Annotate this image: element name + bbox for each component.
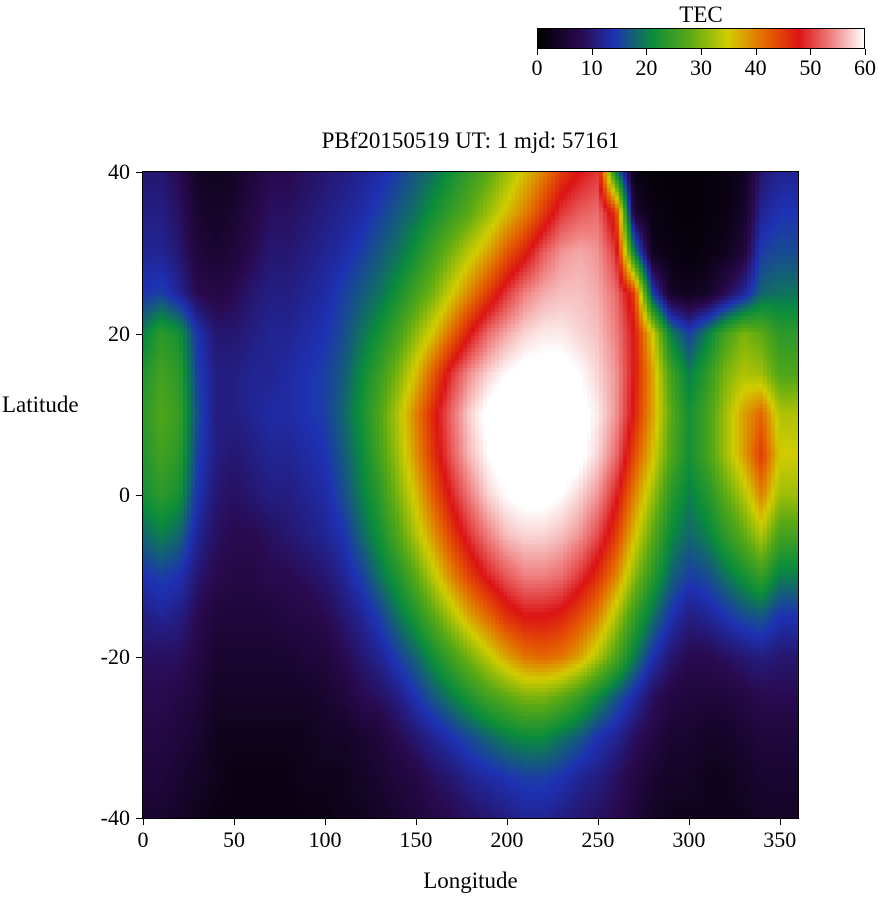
- colorbar-tick-label: 30: [690, 55, 712, 80]
- colorbar-tick-mark: [755, 49, 757, 55]
- y-tick-label: 20: [108, 320, 130, 346]
- x-tick-label: 100: [308, 827, 342, 852]
- x-tick-label: 0: [137, 827, 149, 852]
- heatmap-canvas: [143, 172, 798, 818]
- y-tick-label: -20: [100, 643, 130, 669]
- y-tick-label: 0: [119, 482, 130, 507]
- colorbar-tick-mark: [810, 49, 812, 55]
- colorbar-tick-label: 10: [580, 55, 603, 80]
- x-tick-mark: [597, 818, 599, 825]
- colorbar-tick-mark: [646, 49, 648, 55]
- colorbar-tick-label: 50: [799, 55, 822, 80]
- x-tick-mark: [779, 818, 781, 825]
- x-tick-mark: [143, 818, 144, 825]
- y-tick-mark: [136, 172, 143, 173]
- x-tick-label: 250: [581, 827, 615, 852]
- colorbar-tick-label: 20: [635, 55, 658, 80]
- x-tick-mark: [506, 818, 508, 825]
- colorbar-label: TEC: [679, 2, 723, 27]
- x-tick-mark: [688, 818, 690, 825]
- x-tick-label: 300: [672, 827, 706, 852]
- colorbar-tick-mark: [537, 49, 538, 55]
- colorbar-tick-label: 60: [854, 55, 876, 80]
- colorbar: [537, 28, 865, 49]
- colorbar-tick-mark: [865, 49, 866, 55]
- chart-title: PBf20150519 UT: 1 mjd: 57161: [321, 128, 620, 153]
- colorbar-tick-label: 40: [744, 55, 767, 80]
- x-tick-label: 200: [490, 827, 524, 852]
- plot-area: [142, 171, 799, 819]
- colorbar-tick-label: 0: [531, 55, 543, 80]
- y-tick-label: -40: [100, 805, 130, 830]
- x-tick-label: 350: [763, 827, 797, 852]
- y-tick-mark: [136, 818, 143, 819]
- y-axis-label: Latitude: [2, 392, 79, 417]
- x-tick-mark: [415, 818, 417, 825]
- x-tick-mark: [233, 818, 235, 825]
- y-tick-mark: [136, 656, 143, 658]
- x-tick-mark: [324, 818, 326, 825]
- y-tick-mark: [136, 495, 143, 496]
- y-tick-label: 40: [108, 159, 130, 184]
- x-tick-label: 50: [222, 827, 245, 852]
- y-tick-mark: [136, 333, 143, 335]
- colorbar-tick-mark: [591, 49, 593, 55]
- colorbar-tick-mark: [701, 49, 702, 55]
- x-tick-label: 150: [399, 827, 433, 852]
- x-axis-label: Longitude: [423, 868, 518, 893]
